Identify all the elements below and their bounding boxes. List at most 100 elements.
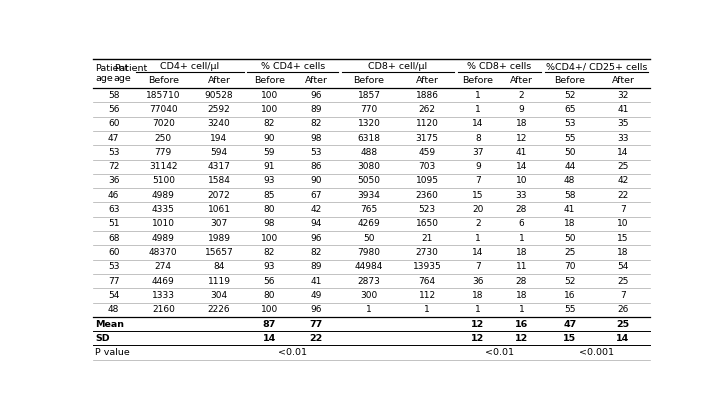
Text: 54: 54 [108,291,119,300]
Text: 15: 15 [472,191,484,200]
Text: 2: 2 [475,220,481,228]
Text: 300: 300 [360,291,377,300]
Text: 52: 52 [564,276,576,286]
Text: 1: 1 [518,305,524,314]
Text: 47: 47 [108,134,119,143]
Text: 67: 67 [311,191,322,200]
Text: 68: 68 [108,234,119,243]
Text: 18: 18 [515,291,527,300]
Text: 58: 58 [108,90,119,100]
Text: 54: 54 [617,262,629,271]
Text: Patient
age: Patient age [95,64,129,83]
Text: 6318: 6318 [357,134,380,143]
Text: 185710: 185710 [146,90,181,100]
Text: 594: 594 [210,148,228,157]
Text: 25: 25 [617,320,630,329]
Text: 100: 100 [260,105,278,114]
Text: 16: 16 [515,320,528,329]
Text: 89: 89 [311,262,322,271]
Text: 4335: 4335 [152,205,175,214]
Text: 25: 25 [617,276,629,286]
Text: 52: 52 [564,90,576,100]
Text: 4269: 4269 [358,220,380,228]
Text: 96: 96 [311,305,322,314]
Text: 14: 14 [515,162,527,171]
Text: 53: 53 [108,262,119,271]
Text: 48370: 48370 [149,248,178,257]
Text: 56: 56 [263,276,275,286]
Text: 60: 60 [108,248,119,257]
Text: 33: 33 [515,191,527,200]
Text: 7: 7 [620,291,626,300]
Text: 90: 90 [263,134,275,143]
Text: 58: 58 [564,191,576,200]
Text: 59: 59 [263,148,275,157]
Text: 28: 28 [515,276,527,286]
Text: 86: 86 [311,162,322,171]
Text: 15657: 15657 [205,248,234,257]
Text: 96: 96 [311,90,322,100]
Text: 1: 1 [475,105,481,114]
Text: 18: 18 [515,119,527,128]
Text: 37: 37 [472,148,484,157]
Text: 703: 703 [419,162,436,171]
Text: 35: 35 [617,119,629,128]
Text: 7: 7 [475,176,481,186]
Text: 44: 44 [564,162,576,171]
Text: 33: 33 [617,134,629,143]
Text: 48: 48 [564,176,576,186]
Text: 12: 12 [471,320,484,329]
Text: CD4+ cell/μl: CD4+ cell/μl [161,62,220,71]
Text: 42: 42 [311,205,322,214]
Text: 2072: 2072 [208,191,231,200]
Text: 80: 80 [263,291,275,300]
Text: 14: 14 [472,119,484,128]
Text: 22: 22 [309,334,323,343]
Text: 48: 48 [108,305,119,314]
Text: 100: 100 [260,305,278,314]
Text: 1320: 1320 [357,119,380,128]
Text: 77: 77 [108,276,119,286]
Text: CD8+ cell/μl: CD8+ cell/μl [369,62,427,71]
Text: 7: 7 [620,205,626,214]
Text: 98: 98 [263,220,275,228]
Text: 523: 523 [419,205,435,214]
Text: 26: 26 [617,305,629,314]
Text: 44984: 44984 [355,262,383,271]
Text: 90: 90 [311,176,322,186]
Text: 2226: 2226 [208,305,231,314]
Text: 80: 80 [263,205,275,214]
Text: After: After [208,76,231,85]
Text: %CD4+/ CD25+ cells: %CD4+/ CD25+ cells [546,62,647,71]
Text: 15: 15 [617,234,629,243]
Text: 765: 765 [360,205,377,214]
Text: 304: 304 [210,291,228,300]
Text: 100: 100 [260,90,278,100]
Text: 1120: 1120 [416,119,438,128]
Text: 25: 25 [617,162,629,171]
Text: Mean: Mean [95,320,124,329]
Text: 2592: 2592 [208,105,231,114]
Text: 2730: 2730 [416,248,438,257]
Text: 11: 11 [515,262,527,271]
Text: Patient
age: Patient age [114,64,147,83]
Text: 2160: 2160 [152,305,175,314]
Text: 14: 14 [617,148,629,157]
Text: After: After [305,76,328,85]
Text: 9: 9 [518,105,524,114]
Text: 50: 50 [363,234,375,243]
Text: 6: 6 [518,220,524,228]
Text: 18: 18 [472,291,484,300]
Text: % CD4+ cells: % CD4+ cells [260,62,325,71]
Text: 82: 82 [263,119,275,128]
Text: 1333: 1333 [152,291,175,300]
Text: 1095: 1095 [416,176,439,186]
Text: 53: 53 [564,119,576,128]
Text: 13935: 13935 [413,262,442,271]
Text: 2: 2 [518,90,524,100]
Text: 18: 18 [515,248,527,257]
Text: 3240: 3240 [208,119,231,128]
Text: 16: 16 [564,291,576,300]
Text: 1: 1 [366,305,372,314]
Text: 7980: 7980 [357,248,380,257]
